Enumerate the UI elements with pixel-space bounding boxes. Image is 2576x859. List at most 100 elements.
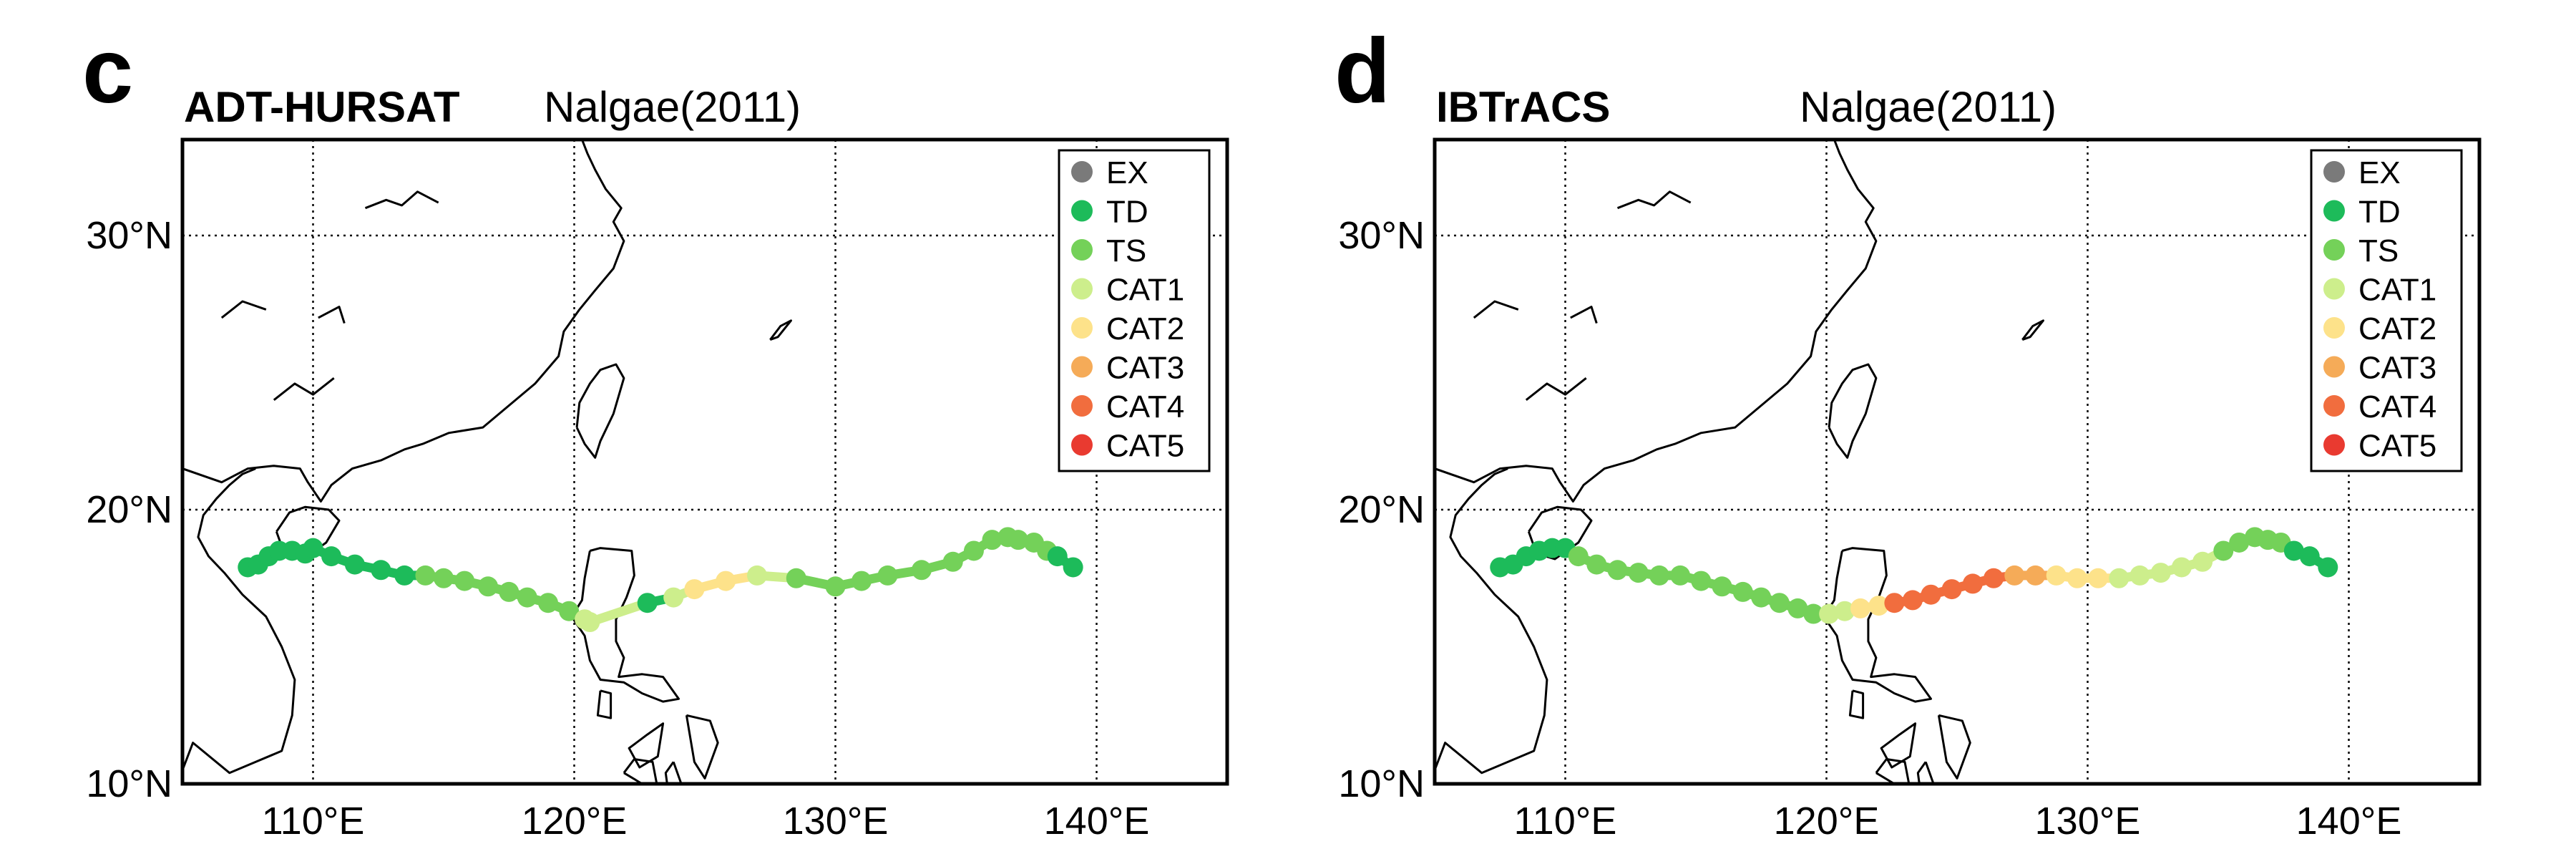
track-point [2109,568,2129,588]
track-point [852,571,872,591]
track-point [2300,546,2320,566]
panel-letter: d [1335,20,1390,122]
track-point [1586,555,1606,575]
lon-tick-label: 110°E [262,800,365,843]
track-point [415,566,435,586]
track-point [943,552,963,572]
track-point [2172,557,2192,577]
legend-label: TS [1106,233,1146,268]
legend-label: CAT1 [1106,273,1184,308]
storm-track [1490,527,2338,623]
track-point [878,566,898,586]
track-point [1884,593,1904,613]
track-point [1063,557,1083,577]
legend-marker [2323,435,2345,456]
track-point [1629,563,1649,583]
lat-tick-label: 30°N [1338,214,1425,257]
legend-marker [2323,356,2345,378]
track-point [321,546,341,566]
lat-tick-label: 20°N [86,488,172,531]
legend-label: CAT1 [2358,273,2436,308]
track-point [663,588,683,608]
track-point [826,576,846,596]
track-point [638,593,658,613]
legend-label: TD [2358,195,2401,230]
dataset-title: IBTrACS [1436,83,1610,131]
legend-label: CAT4 [2358,389,2436,424]
legend-label: TD [1106,195,1148,230]
legend-marker [1071,200,1093,222]
track-point [478,576,498,596]
lon-tick-label: 120°E [1774,800,1880,843]
legend-label: TS [2358,233,2399,268]
legend-marker [1071,435,1093,456]
legend-marker [2323,395,2345,417]
panel-d-map: 110°E 120°E 130°E 140°E 30°N 20°N 10°N d IBTrACS… [1335,20,2479,853]
legend-label: CAT3 [1106,351,1184,386]
legend-marker [1071,239,1093,261]
track-point [2130,566,2150,586]
track-point [371,560,391,580]
legend-marker [1071,356,1093,378]
legend-marker [2323,317,2345,339]
storm-track [238,527,1083,632]
legend-marker [2323,161,2345,183]
track-point [2046,566,2067,586]
coastlines [1395,140,2043,853]
legend-marker [1071,161,1093,183]
track-point [1608,560,1628,580]
panel-letter: c [82,20,133,122]
track-point [1751,588,1771,608]
track-point [786,568,806,588]
track-point [345,555,365,575]
lon-tick-label: 120°E [522,800,628,843]
track-point [2192,552,2212,572]
legend-marker [1071,395,1093,417]
legend-label: CAT3 [2358,351,2436,386]
panel-c-map: 110°E 120°E 130°E 140°E 30°N 20°N 10°N c ADT-HUR… [82,20,1227,853]
track-point [1850,598,1870,618]
legend-marker [1071,317,1093,339]
lat-tick-label: 10°N [86,762,172,805]
legend-label: CAT5 [1106,429,1184,464]
track-point [2088,568,2108,588]
legend-label: CAT4 [1106,389,1184,424]
track-point [747,566,767,586]
legend-marker [2323,239,2345,261]
lat-tick-label: 30°N [86,214,172,257]
track-point [1691,571,1711,591]
track-point [2318,557,2338,577]
legend-label: EX [1106,155,1148,190]
track-point [1984,568,2004,588]
track-point [2151,563,2171,583]
track-point [2026,566,2046,586]
track-point [1942,579,1962,599]
track-point [716,571,736,591]
lon-tick-label: 140°E [2296,800,2402,843]
lon-tick-label: 130°E [2035,800,2141,843]
lon-tick-label: 110°E [1514,800,1617,843]
lon-tick-label: 140°E [1044,800,1150,843]
track-point [454,571,474,591]
track-point [1649,566,1669,586]
lon-tick-label: 130°E [783,800,889,843]
legend-marker [2323,200,2345,222]
storm-title: Nalgae(2011) [544,83,801,131]
storm-title: Nalgae(2011) [1800,83,2057,131]
track-point [434,568,454,588]
legend-label: CAT5 [2358,429,2436,464]
legend-label: CAT2 [1106,311,1184,346]
legend-marker [2323,278,2345,300]
track-point [517,588,537,608]
lat-tick-label: 10°N [1338,762,1425,805]
track-point [303,538,323,558]
dataset-title: ADT-HURSAT [184,83,460,131]
track-point [912,560,932,580]
coastlines [143,140,791,853]
track-point [1670,566,1690,586]
legend-marker [1071,278,1093,300]
track-point [2004,566,2024,586]
